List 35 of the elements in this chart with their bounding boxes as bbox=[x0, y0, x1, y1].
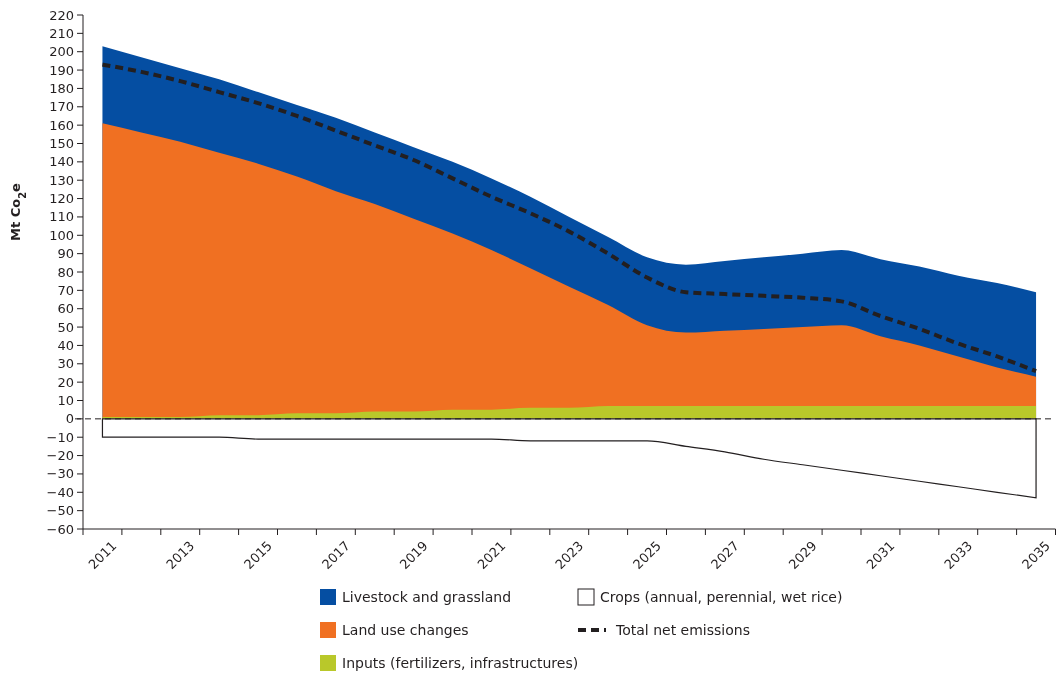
y-tick-label: −60 bbox=[46, 521, 74, 537]
legend-label: Land use changes bbox=[342, 621, 469, 638]
y-tick-label: 200 bbox=[49, 44, 74, 60]
y-tick-label: 40 bbox=[57, 337, 74, 353]
y-tick-label: 190 bbox=[49, 62, 74, 78]
y-tick-label: 170 bbox=[49, 99, 74, 115]
legend-label: Crops (annual, perennial, wet rice) bbox=[600, 588, 843, 605]
y-tick-label: 180 bbox=[49, 80, 74, 96]
line-series bbox=[100, 62, 1039, 374]
y-tick-label: 70 bbox=[57, 282, 74, 298]
y-tick-label: 110 bbox=[49, 209, 74, 225]
y-tick-label: 30 bbox=[57, 356, 74, 372]
legend-label: Total net emissions bbox=[615, 621, 750, 638]
y-tick-label: 10 bbox=[57, 393, 74, 409]
y-tick-label: −10 bbox=[46, 429, 74, 445]
y-tick-label: 220 bbox=[49, 7, 74, 23]
y-tick-label: 130 bbox=[49, 172, 74, 188]
y-tick-label: 160 bbox=[49, 117, 74, 133]
y-tick-label: 150 bbox=[49, 136, 74, 152]
y-tick-label: −20 bbox=[46, 448, 74, 464]
y-tick-label: 80 bbox=[57, 264, 74, 280]
y-tick-label: 20 bbox=[57, 374, 74, 390]
y-tick-label: −50 bbox=[46, 503, 74, 519]
y-tick-label: 210 bbox=[49, 25, 74, 41]
y-tick-label: 120 bbox=[49, 191, 74, 207]
y-tick-label: −40 bbox=[46, 484, 74, 500]
y-tick-label: 140 bbox=[49, 154, 74, 170]
y-tick-label: 90 bbox=[57, 246, 74, 262]
y-tick-label: 50 bbox=[57, 319, 74, 335]
y-tick-label: −30 bbox=[46, 466, 74, 482]
y-tick-label: 100 bbox=[49, 227, 74, 243]
y-tick-label: 0 bbox=[65, 411, 74, 427]
y-tick-label: 60 bbox=[57, 301, 74, 317]
legend-label: Inputs (fertilizers, infrastructures) bbox=[342, 654, 579, 671]
legend-label: Livestock and grassland bbox=[342, 588, 512, 605]
